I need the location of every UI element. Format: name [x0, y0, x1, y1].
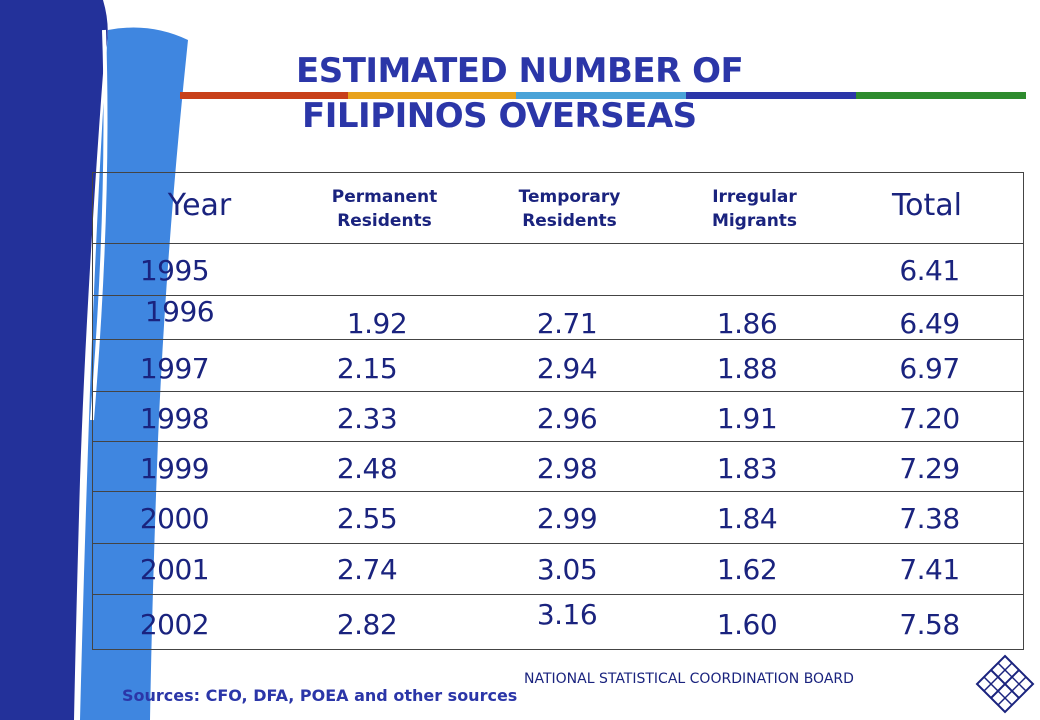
cell-irregular: 1.88: [716, 352, 778, 385]
header-temporary-text: Temporary Residents: [482, 185, 657, 233]
cell-total: 7.41: [899, 553, 960, 586]
cell-year: 2001: [139, 553, 210, 586]
cell-year: 1999: [139, 452, 210, 485]
cell-permanent: 2.55: [336, 502, 398, 535]
cell-permanent: 2.82: [336, 608, 398, 641]
title-rule-red: [180, 92, 348, 99]
title-line-2: FILIPINOS OVERSEAS: [302, 96, 697, 136]
cell-irregular: 1.91: [716, 402, 778, 435]
cell-irregular: 1.86: [716, 307, 778, 340]
cell-permanent: 2.48: [336, 452, 398, 485]
header-line: Residents: [522, 211, 617, 231]
cell-year: 2002: [139, 608, 210, 641]
cell-year: 1998: [139, 402, 210, 435]
nscb-diamond-logo-icon: [975, 654, 1035, 714]
cell-irregular: 1.62: [716, 553, 778, 586]
header-line: Irregular: [712, 187, 797, 207]
cell-total: 7.58: [899, 608, 960, 641]
title-rule-lightblue: [516, 92, 686, 99]
table-divider: [92, 243, 1024, 244]
cell-total: 6.97: [899, 352, 960, 385]
cell-temporary: 2.98: [536, 452, 598, 485]
header-year: Year: [167, 188, 232, 223]
header-total: Total: [891, 188, 963, 223]
header-permanent-residents: Permanent Residents: [297, 185, 472, 233]
cell-temporary: 2.71: [536, 307, 598, 340]
source-note: Sources: CFO, DFA, POEA and other source…: [122, 686, 518, 705]
table-divider: [92, 391, 1024, 392]
header-irregular-migrants: Irregular Migrants: [667, 185, 842, 233]
footer-organization: NATIONAL STATISTICAL COORDINATION BOARD: [524, 671, 854, 687]
cell-total: 6.49: [899, 307, 960, 340]
decorative-swoosh: [0, 0, 188, 720]
cell-irregular: 1.83: [716, 452, 778, 485]
cell-permanent: 2.33: [336, 402, 398, 435]
header-line: Residents: [337, 211, 432, 231]
overseas-filipinos-table: Year Permanent Residents Temporary Residen…: [92, 172, 1024, 650]
header-line: Temporary: [518, 187, 621, 207]
header-irregular-text: Irregular Migrants: [667, 185, 842, 233]
table-divider: [92, 543, 1024, 544]
cell-year: 2000: [139, 502, 210, 535]
header-permanent-text: Permanent Residents: [297, 185, 472, 233]
header-line: Permanent: [331, 187, 438, 207]
cell-temporary: 3.16: [536, 598, 598, 631]
table-divider: [92, 339, 1024, 340]
cell-year: 1997: [139, 352, 210, 385]
title-rule-green: [856, 92, 1026, 99]
table-divider: [92, 491, 1024, 492]
cell-total: 6.41: [899, 254, 960, 287]
table-frame: [92, 172, 1024, 650]
cell-year: 1995: [139, 254, 210, 287]
cell-irregular: 1.84: [716, 502, 778, 535]
title-line-1: ESTIMATED NUMBER OF: [296, 51, 744, 91]
table-divider: [92, 594, 1024, 595]
cell-total: 7.20: [899, 402, 960, 435]
cell-irregular: 1.60: [716, 608, 778, 641]
cell-permanent: 2.74: [336, 553, 398, 586]
cell-permanent: 2.15: [336, 352, 398, 385]
title-rule-blue: [686, 92, 856, 99]
title-rule-orange: [348, 92, 516, 99]
cell-permanent: 1.92: [346, 307, 408, 340]
header-temporary-residents: Temporary Residents: [482, 185, 657, 233]
table-divider: [92, 441, 1024, 442]
cell-temporary: 3.05: [536, 553, 598, 586]
cell-temporary: 2.99: [536, 502, 598, 535]
cell-temporary: 2.96: [536, 402, 598, 435]
cell-total: 7.29: [899, 452, 960, 485]
table-divider: [92, 295, 1024, 296]
cell-year: 1996: [144, 295, 215, 328]
cell-temporary: 2.94: [536, 352, 598, 385]
cell-total: 7.38: [899, 502, 960, 535]
header-line: Migrants: [711, 211, 798, 231]
